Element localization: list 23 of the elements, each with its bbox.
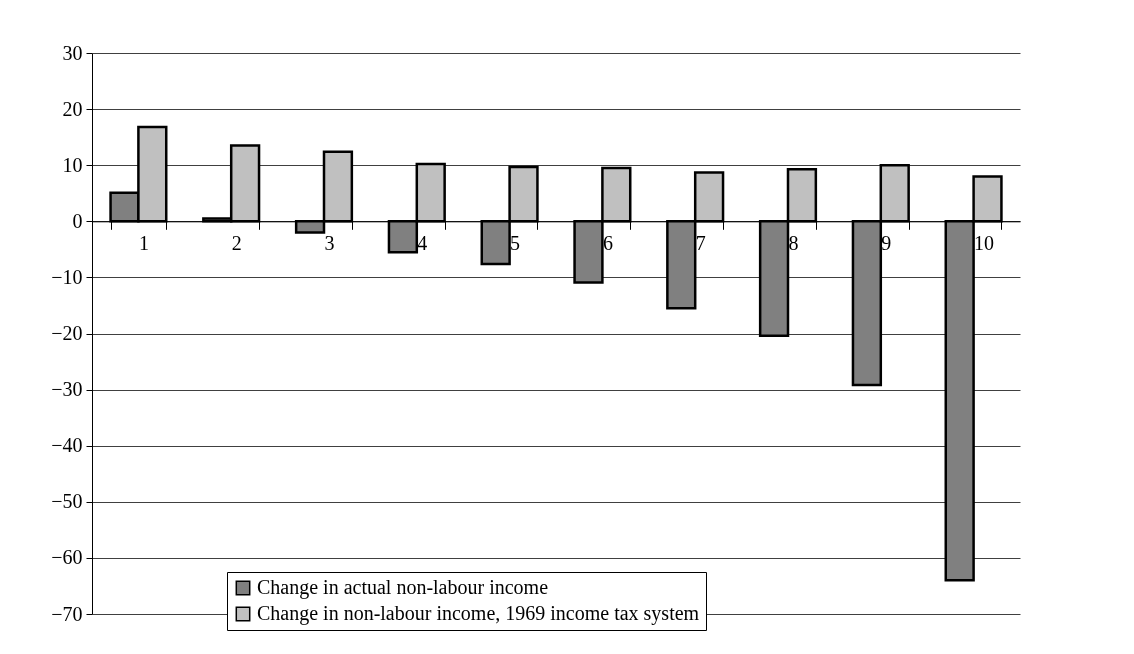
- x-tick-label: 1: [138, 231, 149, 254]
- y-tick-label: 10: [62, 153, 83, 176]
- legend-label: Change in actual non-labour income: [257, 576, 549, 599]
- y-tick-label: 30: [62, 41, 83, 64]
- y-tick-label: −20: [51, 322, 83, 344]
- x-tick-label: 7: [695, 231, 706, 254]
- x-tick-label: 5: [510, 231, 521, 254]
- y-tick-label: 20: [62, 97, 83, 120]
- y-tick-label: −70: [51, 602, 83, 625]
- y-tick-label: −60: [51, 546, 83, 569]
- x-tick-label: 3: [324, 231, 335, 254]
- x-tick-label: 2: [231, 231, 242, 254]
- y-tick-label: −50: [51, 490, 83, 513]
- x-tick-label: 6: [602, 231, 613, 254]
- legend-label: Change in non-labour income, 1969 income tax system: [257, 602, 700, 625]
- x-tick-label: 10: [974, 231, 995, 254]
- x-tick-label: 8: [788, 231, 799, 254]
- y-tick-label: 0: [72, 209, 83, 232]
- y-tick-label: −10: [51, 265, 83, 288]
- y-tick-label: −40: [51, 434, 83, 457]
- y-tick-label: −30: [51, 378, 83, 401]
- x-tick-label: 9: [881, 231, 892, 254]
- x-tick-label: 4: [417, 231, 428, 254]
